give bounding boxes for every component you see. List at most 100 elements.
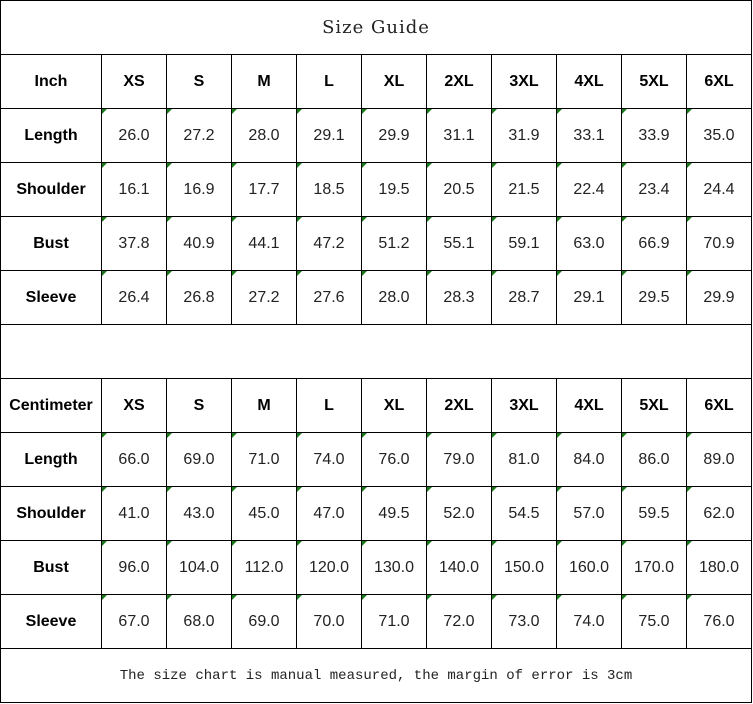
measurement-label: Shoulder bbox=[0, 162, 102, 217]
measurement-value: 28.3 bbox=[426, 270, 492, 325]
measurement-value: 74.0 bbox=[556, 594, 622, 649]
measurement-value: 33.9 bbox=[621, 108, 687, 163]
unit-header: Inch bbox=[0, 54, 102, 109]
size-header: XL bbox=[361, 54, 427, 109]
measurement-value: 66.0 bbox=[101, 432, 167, 487]
page-title: Size Guide bbox=[0, 0, 751, 54]
measurement-value: 26.0 bbox=[101, 108, 167, 163]
measurement-value: 45.0 bbox=[231, 486, 297, 541]
measurement-value: 27.6 bbox=[296, 270, 362, 325]
measurement-value: 86.0 bbox=[621, 432, 687, 487]
measurement-value: 67.0 bbox=[101, 594, 167, 649]
measurement-value: 69.0 bbox=[231, 594, 297, 649]
table-row: Bust 96.0 104.0 112.0 120.0 130.0 140.0 150.0 16… bbox=[0, 540, 752, 595]
measurement-value: 84.0 bbox=[556, 432, 622, 487]
measurement-value: 63.0 bbox=[556, 216, 622, 271]
measurement-value: 43.0 bbox=[166, 486, 232, 541]
measurement-value: 75.0 bbox=[621, 594, 687, 649]
size-header: M bbox=[231, 54, 297, 109]
measurement-value: 28.0 bbox=[361, 270, 427, 325]
measurement-value: 31.9 bbox=[491, 108, 557, 163]
measurement-label: Length bbox=[0, 108, 102, 163]
size-header: S bbox=[166, 54, 232, 109]
measurement-value: 17.7 bbox=[231, 162, 297, 217]
table-row: Sleeve 67.0 68.0 69.0 70.0 71.0 72.0 73.0 74.0 75… bbox=[0, 594, 752, 649]
table-row: Length 26.0 27.2 28.0 29.1 29.9 31.1 31.9 33.1 33… bbox=[0, 108, 752, 163]
unit-header: Centimeter bbox=[0, 378, 102, 433]
measurement-value: 27.2 bbox=[166, 108, 232, 163]
measurement-value: 57.0 bbox=[556, 486, 622, 541]
table-spacer bbox=[0, 324, 751, 378]
measurement-label: Bust bbox=[0, 540, 102, 595]
size-header: 2XL bbox=[426, 378, 492, 433]
measurement-value: 73.0 bbox=[491, 594, 557, 649]
size-header: 5XL bbox=[621, 378, 687, 433]
measurement-value: 37.8 bbox=[101, 216, 167, 271]
measurement-value: 47.0 bbox=[296, 486, 362, 541]
measurement-value: 70.9 bbox=[686, 216, 752, 271]
measurement-label: Shoulder bbox=[0, 486, 102, 541]
measurement-value: 33.1 bbox=[556, 108, 622, 163]
measurement-value: 31.1 bbox=[426, 108, 492, 163]
measurement-value: 27.2 bbox=[231, 270, 297, 325]
measurement-value: 52.0 bbox=[426, 486, 492, 541]
measurement-value: 29.9 bbox=[686, 270, 752, 325]
measurement-value: 62.0 bbox=[686, 486, 752, 541]
measurement-value: 160.0 bbox=[556, 540, 622, 595]
measurement-value: 41.0 bbox=[101, 486, 167, 541]
measurement-value: 69.0 bbox=[166, 432, 232, 487]
measurement-value: 72.0 bbox=[426, 594, 492, 649]
size-header: 3XL bbox=[491, 54, 557, 109]
size-header: L bbox=[296, 378, 362, 433]
measurement-value: 140.0 bbox=[426, 540, 492, 595]
measurement-value: 180.0 bbox=[686, 540, 752, 595]
table-row: Shoulder 41.0 43.0 45.0 47.0 49.5 52.0 54.5 57.0… bbox=[0, 486, 752, 541]
table-row: Bust 37.8 40.9 44.1 47.2 51.2 55.1 59.1 63.0 66.9… bbox=[0, 216, 752, 271]
measurement-value: 22.4 bbox=[556, 162, 622, 217]
measurement-value: 71.0 bbox=[231, 432, 297, 487]
size-header: XS bbox=[101, 54, 167, 109]
measurement-value: 170.0 bbox=[621, 540, 687, 595]
measurement-value: 112.0 bbox=[231, 540, 297, 595]
header-row: Inch XS S M L XL 2XL 3XL 4XL 5XL 6XL bbox=[0, 54, 752, 109]
measurement-value: 28.7 bbox=[491, 270, 557, 325]
measurement-value: 81.0 bbox=[491, 432, 557, 487]
size-header: 3XL bbox=[491, 378, 557, 433]
measurement-value: 76.0 bbox=[686, 594, 752, 649]
inch-size-table: Inch XS S M L XL 2XL 3XL 4XL 5XL 6XL Length 26.0 27.2… bbox=[0, 54, 752, 325]
measurement-value: 26.4 bbox=[101, 270, 167, 325]
measurement-value: 66.9 bbox=[621, 216, 687, 271]
measurement-value: 29.9 bbox=[361, 108, 427, 163]
measurement-value: 150.0 bbox=[491, 540, 557, 595]
measurement-value: 71.0 bbox=[361, 594, 427, 649]
measurement-value: 16.9 bbox=[166, 162, 232, 217]
footer-note: The size chart is manual measured, the m… bbox=[0, 648, 751, 702]
measurement-value: 68.0 bbox=[166, 594, 232, 649]
measurement-value: 51.2 bbox=[361, 216, 427, 271]
size-header: 6XL bbox=[686, 378, 752, 433]
measurement-value: 23.4 bbox=[621, 162, 687, 217]
size-header: XL bbox=[361, 378, 427, 433]
size-header: L bbox=[296, 54, 362, 109]
table-row: Shoulder 16.1 16.9 17.7 18.5 19.5 20.5 21.5 22.4… bbox=[0, 162, 752, 217]
measurement-label: Sleeve bbox=[0, 270, 102, 325]
size-header: S bbox=[166, 378, 232, 433]
measurement-value: 29.1 bbox=[296, 108, 362, 163]
measurement-value: 54.5 bbox=[491, 486, 557, 541]
measurement-value: 130.0 bbox=[361, 540, 427, 595]
measurement-label: Sleeve bbox=[0, 594, 102, 649]
measurement-value: 70.0 bbox=[296, 594, 362, 649]
size-header: 4XL bbox=[556, 378, 622, 433]
measurement-value: 74.0 bbox=[296, 432, 362, 487]
size-header: M bbox=[231, 378, 297, 433]
measurement-value: 24.4 bbox=[686, 162, 752, 217]
measurement-value: 44.1 bbox=[231, 216, 297, 271]
table-row: Sleeve 26.4 26.8 27.2 27.6 28.0 28.3 28.7 29.1 29… bbox=[0, 270, 752, 325]
measurement-value: 59.5 bbox=[621, 486, 687, 541]
measurement-value: 47.2 bbox=[296, 216, 362, 271]
measurement-label: Bust bbox=[0, 216, 102, 271]
size-header: 2XL bbox=[426, 54, 492, 109]
measurement-value: 35.0 bbox=[686, 108, 752, 163]
measurement-value: 29.1 bbox=[556, 270, 622, 325]
centimeter-size-table: Centimeter XS S M L XL 2XL 3XL 4XL 5XL 6XL Length 66… bbox=[0, 378, 752, 649]
